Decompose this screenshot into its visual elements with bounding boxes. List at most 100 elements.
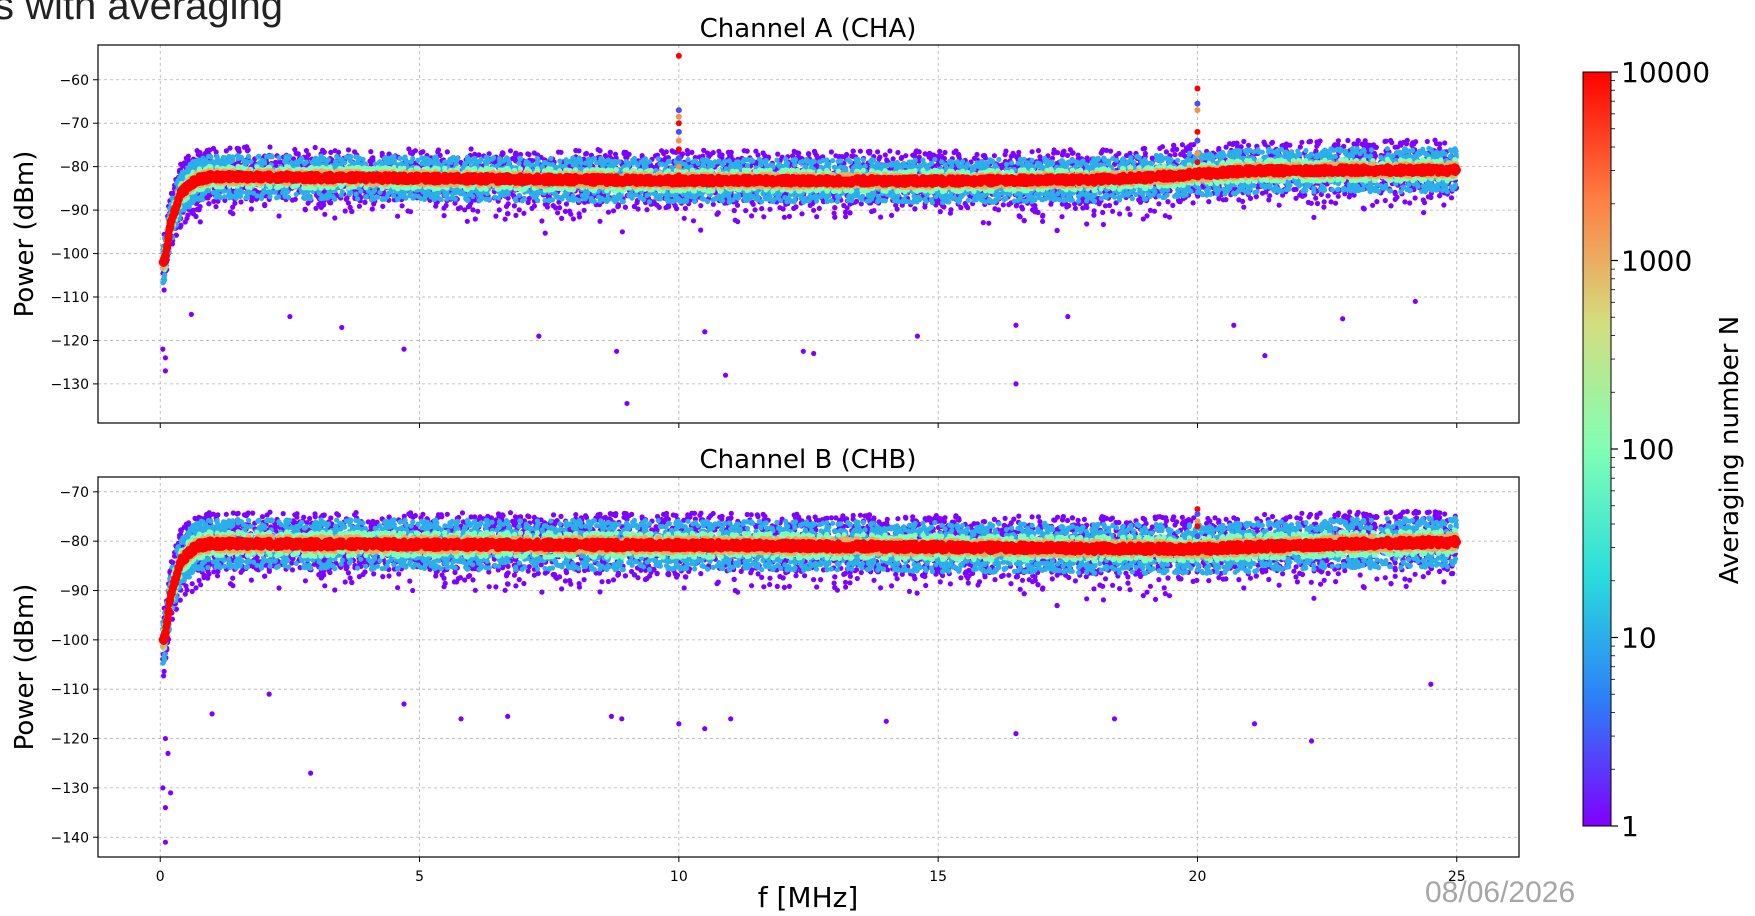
data-point bbox=[1305, 199, 1311, 205]
data-point bbox=[1051, 150, 1057, 156]
data-point bbox=[328, 149, 334, 155]
panel-a-title: Channel A (CHA) bbox=[700, 14, 917, 44]
data-point bbox=[292, 196, 298, 202]
data-point bbox=[890, 156, 896, 162]
data-point bbox=[210, 145, 217, 152]
data-point bbox=[312, 144, 318, 151]
data-point bbox=[1421, 210, 1427, 216]
data-point bbox=[559, 215, 565, 221]
data-point bbox=[468, 146, 474, 152]
data-point bbox=[741, 148, 747, 154]
data-point bbox=[1179, 142, 1185, 148]
data-point bbox=[1388, 137, 1394, 144]
data-point bbox=[882, 152, 888, 158]
data-point bbox=[1142, 150, 1148, 157]
data-point bbox=[674, 206, 680, 212]
data-point bbox=[567, 208, 573, 214]
data-point bbox=[521, 210, 527, 216]
data-point bbox=[878, 214, 884, 220]
panel-a-points bbox=[158, 52, 1462, 407]
data-point bbox=[1313, 195, 1319, 201]
data-point bbox=[767, 206, 773, 212]
data-point bbox=[1388, 203, 1394, 209]
data-point bbox=[1299, 139, 1305, 145]
data-point bbox=[1269, 139, 1276, 145]
data-point bbox=[184, 215, 190, 221]
data-point bbox=[345, 147, 352, 153]
data-point bbox=[1412, 195, 1418, 201]
data-point bbox=[986, 220, 992, 226]
panel-channel-a: Channel A (CHA) −130−120−110−100−90−80−7… bbox=[10, 14, 1520, 428]
data-point bbox=[1170, 202, 1176, 208]
data-point bbox=[1382, 138, 1388, 144]
data-point bbox=[1064, 152, 1071, 158]
data-point bbox=[335, 149, 342, 155]
data-point bbox=[775, 151, 781, 157]
data-point bbox=[816, 205, 822, 211]
data-point bbox=[958, 205, 964, 211]
data-point bbox=[898, 155, 904, 161]
data-point bbox=[457, 205, 463, 211]
data-point bbox=[1142, 145, 1148, 152]
data-point bbox=[441, 213, 447, 219]
data-point bbox=[597, 148, 603, 154]
data-point bbox=[1151, 208, 1158, 214]
data-point bbox=[1321, 204, 1327, 210]
data-point bbox=[470, 207, 476, 213]
data-point bbox=[433, 203, 439, 209]
data-point bbox=[1157, 145, 1163, 151]
data-point bbox=[196, 207, 202, 213]
data-point bbox=[1361, 206, 1367, 212]
data-point bbox=[1407, 200, 1413, 206]
data-point bbox=[806, 151, 812, 157]
data-point bbox=[558, 149, 564, 155]
data-point bbox=[1374, 199, 1380, 205]
data-point bbox=[1016, 149, 1022, 155]
data-point bbox=[542, 230, 548, 236]
data-point bbox=[1059, 214, 1065, 220]
data-point bbox=[1084, 221, 1090, 227]
data-point bbox=[1091, 212, 1097, 218]
data-point bbox=[1311, 214, 1317, 220]
data-point bbox=[947, 210, 954, 216]
data-point bbox=[502, 216, 508, 222]
data-point bbox=[1116, 150, 1122, 157]
data-point bbox=[1425, 194, 1431, 200]
data-point bbox=[1100, 221, 1106, 228]
data-point bbox=[1420, 197, 1426, 203]
data-point bbox=[1246, 142, 1252, 148]
data-point bbox=[1392, 191, 1398, 197]
data-point bbox=[1127, 211, 1133, 217]
data-point bbox=[1314, 200, 1321, 207]
data-point bbox=[1448, 195, 1455, 201]
data-point bbox=[1442, 140, 1448, 146]
data-point bbox=[965, 205, 971, 211]
data-point bbox=[248, 206, 254, 212]
data-point bbox=[583, 150, 590, 157]
data-point bbox=[1216, 196, 1222, 202]
data-point bbox=[1180, 149, 1186, 155]
data-point bbox=[444, 149, 450, 155]
data-point bbox=[1397, 140, 1404, 146]
data-point bbox=[1188, 142, 1194, 148]
data-point bbox=[462, 207, 468, 213]
data-point bbox=[1190, 200, 1196, 206]
data-point bbox=[1241, 204, 1247, 210]
data-point bbox=[539, 218, 545, 224]
data-point bbox=[761, 214, 767, 220]
data-point bbox=[732, 217, 738, 223]
data-point bbox=[1091, 208, 1097, 214]
data-point bbox=[1424, 138, 1430, 145]
data-point bbox=[1332, 142, 1338, 148]
data-point bbox=[213, 204, 219, 210]
data-point bbox=[762, 153, 768, 159]
data-point bbox=[814, 214, 820, 220]
data-point bbox=[1013, 203, 1020, 209]
data-point bbox=[178, 161, 184, 167]
data-point bbox=[550, 203, 556, 209]
data-point bbox=[420, 149, 426, 155]
data-point bbox=[576, 211, 582, 217]
data-point bbox=[507, 148, 514, 154]
data-point bbox=[1037, 154, 1043, 160]
data-point bbox=[1291, 186, 1297, 193]
